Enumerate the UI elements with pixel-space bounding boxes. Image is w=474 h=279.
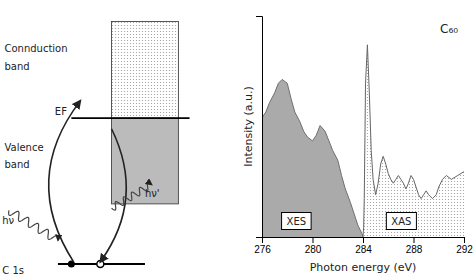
figure: Connduction band Valence band EF C 1s hν hν' 276… xyxy=(0,0,474,279)
series-label: XES xyxy=(282,213,312,230)
schematic: Connduction band Valence band EF C 1s hν hν' xyxy=(2,21,189,275)
x-tick-mark xyxy=(363,237,364,243)
annotation: C 1s xyxy=(2,265,24,276)
area xyxy=(262,79,363,237)
x-tick: 288 xyxy=(406,237,423,255)
x-tick-mark xyxy=(414,237,415,243)
photon-in xyxy=(9,210,59,240)
x-axis-title: Photon energy (eV) xyxy=(310,261,417,274)
x-tick: 276 xyxy=(254,237,271,255)
x-axis-line xyxy=(263,238,465,244)
annotation: band xyxy=(4,61,29,72)
y-axis-title: Intensity (a.u.) xyxy=(242,86,255,167)
annotation: Connduction xyxy=(4,43,67,54)
x-tick: 284 xyxy=(355,237,372,255)
x-tick-label: 292 xyxy=(456,244,473,255)
x-tick-label: 284 xyxy=(355,244,372,255)
area xyxy=(363,45,464,237)
emission-arrow xyxy=(100,129,126,262)
line xyxy=(363,45,464,237)
series-label-text: XAS xyxy=(391,216,411,227)
x-tick-mark xyxy=(313,237,314,243)
x-tick-label: 276 xyxy=(254,244,271,255)
y-axis xyxy=(256,17,263,238)
x-tick-label: 280 xyxy=(305,244,322,255)
series-label-box xyxy=(282,213,312,230)
conduction-band xyxy=(112,21,179,118)
series-label-text: XES xyxy=(287,216,307,227)
annotation: hν' xyxy=(145,188,160,199)
x-tick: 280 xyxy=(305,237,322,255)
series-label-box xyxy=(386,213,416,230)
line xyxy=(262,79,363,237)
title: C₆₀ xyxy=(440,22,458,36)
annotation: Valence xyxy=(4,142,43,153)
series-label: XAS xyxy=(386,213,416,230)
annotation: band xyxy=(4,159,29,170)
x-tick-mark xyxy=(464,237,465,243)
x-axis: 276 280 284 288 292 xyxy=(254,237,473,255)
y-axis-line xyxy=(256,17,263,238)
valence-band xyxy=(112,118,179,204)
plot-marks xyxy=(262,45,464,237)
annotation: EF xyxy=(55,106,67,117)
annotation: hν xyxy=(2,215,14,226)
fermi-level xyxy=(71,117,189,119)
x-tick-label: 288 xyxy=(406,244,423,255)
x-tick: 292 xyxy=(456,237,473,255)
